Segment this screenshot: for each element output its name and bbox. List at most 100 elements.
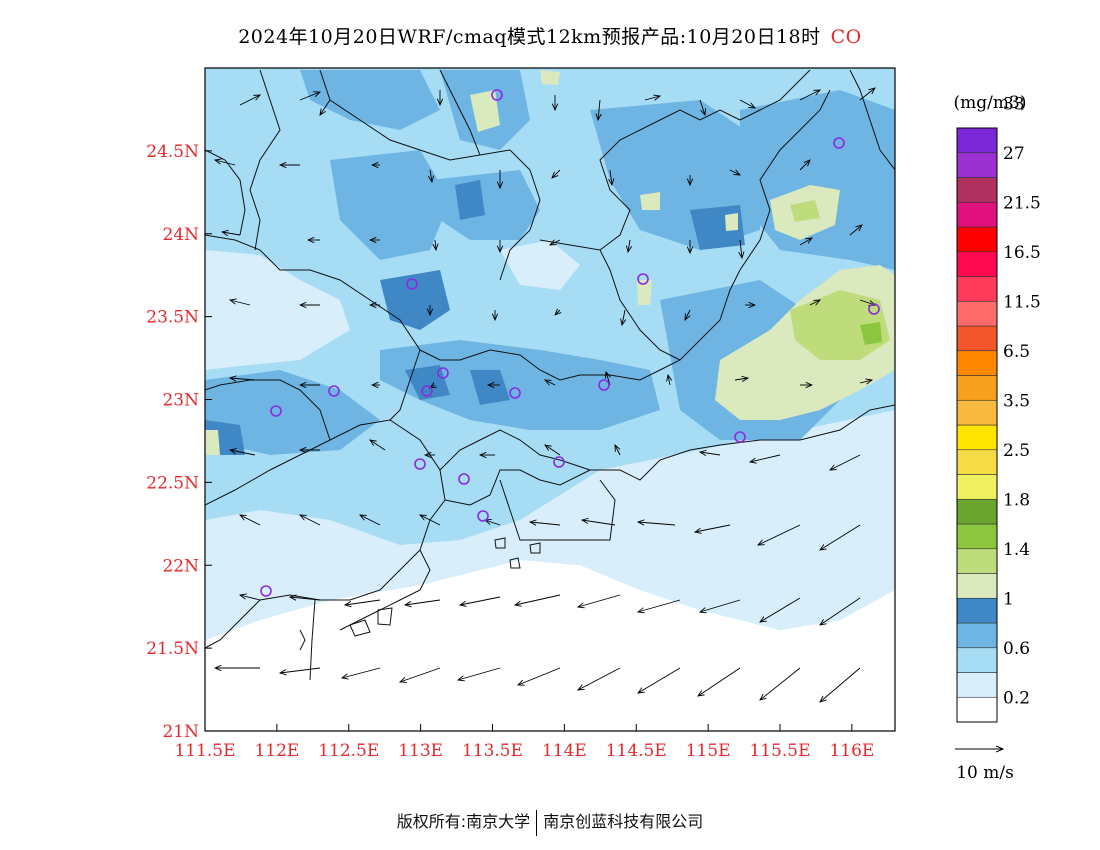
- wind-arrow: [799, 238, 812, 246]
- title-main: 2024年10月20日WRF/cmaq模式12km预报产品:10月20日18时: [238, 26, 821, 48]
- footer-right: 南京创蓝科技有限公司: [543, 812, 704, 831]
- wind-arrow: [820, 667, 861, 702]
- wind-arrow: [515, 594, 561, 605]
- wind-arrow: [750, 454, 781, 462]
- colorbar-segment: [956, 177, 998, 203]
- wind-arrow: [299, 92, 320, 101]
- wind-arrow: [830, 454, 861, 470]
- monitoring-station-marker: [491, 89, 503, 101]
- lat-tick-label: 23.5N: [146, 308, 199, 328]
- wind-arrow: [360, 515, 381, 526]
- colorbar-segment: [956, 647, 998, 673]
- colorbar-segment: [956, 375, 998, 401]
- monitoring-station-marker: [868, 303, 880, 315]
- lon-tick-label: 116E: [829, 741, 874, 761]
- wind-arrow: [222, 232, 241, 235]
- colorbar-label: 6.5: [1003, 342, 1030, 362]
- station-markers: [260, 89, 880, 597]
- wind-arrow: [405, 599, 441, 605]
- wind-arrow: [430, 169, 432, 182]
- colorbar-label: 0.2: [1003, 688, 1030, 708]
- colorbar-frame: [956, 127, 998, 723]
- colorbar-label: 16.5: [1003, 243, 1041, 263]
- wind-arrow: [740, 239, 742, 258]
- monitoring-station-marker: [270, 405, 282, 417]
- wind-arrow: [734, 378, 748, 380]
- lon-tick-label: 111.5E: [174, 741, 235, 761]
- wind-arrow: [699, 99, 705, 115]
- lon-tick-label: 114.5E: [606, 741, 667, 761]
- wind-arrow: [638, 667, 681, 693]
- monitoring-station-marker: [598, 379, 610, 391]
- colorbar-segment: [956, 350, 998, 376]
- lat-tick-label: 24.5N: [146, 142, 199, 162]
- wind-arrow: [300, 515, 321, 526]
- monitoring-station-marker: [637, 273, 649, 285]
- monitoring-station-marker: [260, 585, 272, 597]
- colorbar-label: 1.4: [1003, 540, 1030, 560]
- colorbar-segment: [956, 399, 998, 426]
- wind-arrow: [230, 378, 256, 380]
- colorbar-segment: [956, 597, 998, 624]
- colorbar-label: 21.5: [1003, 193, 1041, 213]
- colorbar: 0.2 0.6 1 1.4 1.8 2.5 3.5 6.5 11.5 16.5 21.5 27 33: [956, 94, 1041, 723]
- wind-arrow: [420, 515, 441, 526]
- lat-tick-label: 22.5N: [146, 473, 199, 493]
- colorbar-label: 2.5: [1003, 441, 1030, 461]
- colorbar-segment: [956, 300, 998, 327]
- wind-arrow: [615, 445, 620, 456]
- wind-arrow: [700, 599, 741, 612]
- wind-vectors: [215, 88, 875, 702]
- wind-legend: 10 m/s: [955, 749, 1014, 783]
- colorbar-segment: [956, 696, 998, 723]
- wind-arrow: [809, 300, 820, 305]
- colorbar-segment: [956, 424, 998, 451]
- monitoring-station-marker: [734, 431, 746, 443]
- colorbar-segment: [956, 152, 998, 178]
- wind-arrow: [485, 520, 501, 526]
- wind-arrow: [729, 170, 740, 175]
- colorbar-segment: [956, 548, 998, 574]
- colorbar-label: 11.5: [1003, 292, 1041, 312]
- wind-arrow: [849, 225, 862, 236]
- colorbar-segment: [956, 573, 998, 599]
- wind-arrow: [859, 380, 872, 383]
- wind-arrow: [230, 450, 256, 456]
- wind-arrow: [578, 594, 621, 607]
- wind-arrow: [820, 524, 861, 550]
- wind-arrow: [622, 309, 625, 325]
- wind-arrow: [582, 520, 616, 526]
- wind-arrow: [638, 599, 681, 612]
- wind-arrow: [240, 515, 261, 526]
- colorbar-label: 1.8: [1003, 490, 1030, 510]
- colorbar-segment: [956, 127, 998, 154]
- wind-arrow: [555, 310, 560, 315]
- lon-tick-label: 113E: [398, 741, 443, 761]
- monitoring-station-marker: [509, 387, 521, 399]
- wind-arrow: [552, 169, 561, 178]
- colorbar-label: 1: [1003, 589, 1014, 609]
- footer: 版权所有:南京大学 南京创蓝科技有限公司: [0, 808, 1100, 836]
- wind-arrow: [760, 597, 801, 622]
- wind-arrow: [239, 95, 260, 106]
- wind-arrow: [638, 522, 676, 525]
- wind-arrow: [685, 309, 690, 320]
- wind-arrow: [370, 440, 386, 451]
- monitoring-station-marker: [437, 367, 449, 379]
- monitoring-station-marker: [421, 385, 433, 397]
- wind-arrow: [698, 667, 741, 696]
- wind-arrow: [550, 240, 561, 245]
- wind-arrow: [799, 160, 810, 171]
- monitoring-station-marker: [458, 473, 470, 485]
- island-outlines: [299, 537, 541, 681]
- wind-arrow: [240, 595, 261, 601]
- wind-arrow: [739, 99, 755, 108]
- wind-arrow: [458, 667, 501, 680]
- monitoring-station-marker: [477, 510, 489, 522]
- wind-arrow: [644, 96, 660, 100]
- wind-arrow: [760, 667, 801, 700]
- monitoring-station-marker: [833, 137, 845, 149]
- wind-arrow: [700, 452, 721, 455]
- wind-arrow: [280, 667, 321, 673]
